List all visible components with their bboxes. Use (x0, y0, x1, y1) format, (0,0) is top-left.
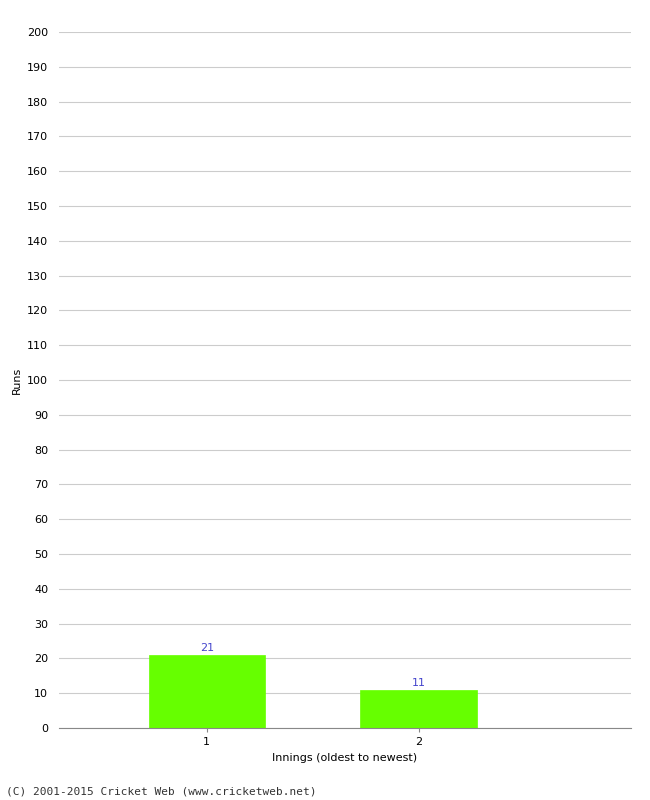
Y-axis label: Runs: Runs (12, 366, 21, 394)
X-axis label: Innings (oldest to newest): Innings (oldest to newest) (272, 753, 417, 762)
Bar (360, 690, 477, 728)
Bar (149, 655, 265, 728)
Text: (C) 2001-2015 Cricket Web (www.cricketweb.net): (C) 2001-2015 Cricket Web (www.cricketwe… (6, 786, 317, 796)
Text: 21: 21 (200, 643, 214, 653)
Text: 11: 11 (411, 678, 426, 688)
